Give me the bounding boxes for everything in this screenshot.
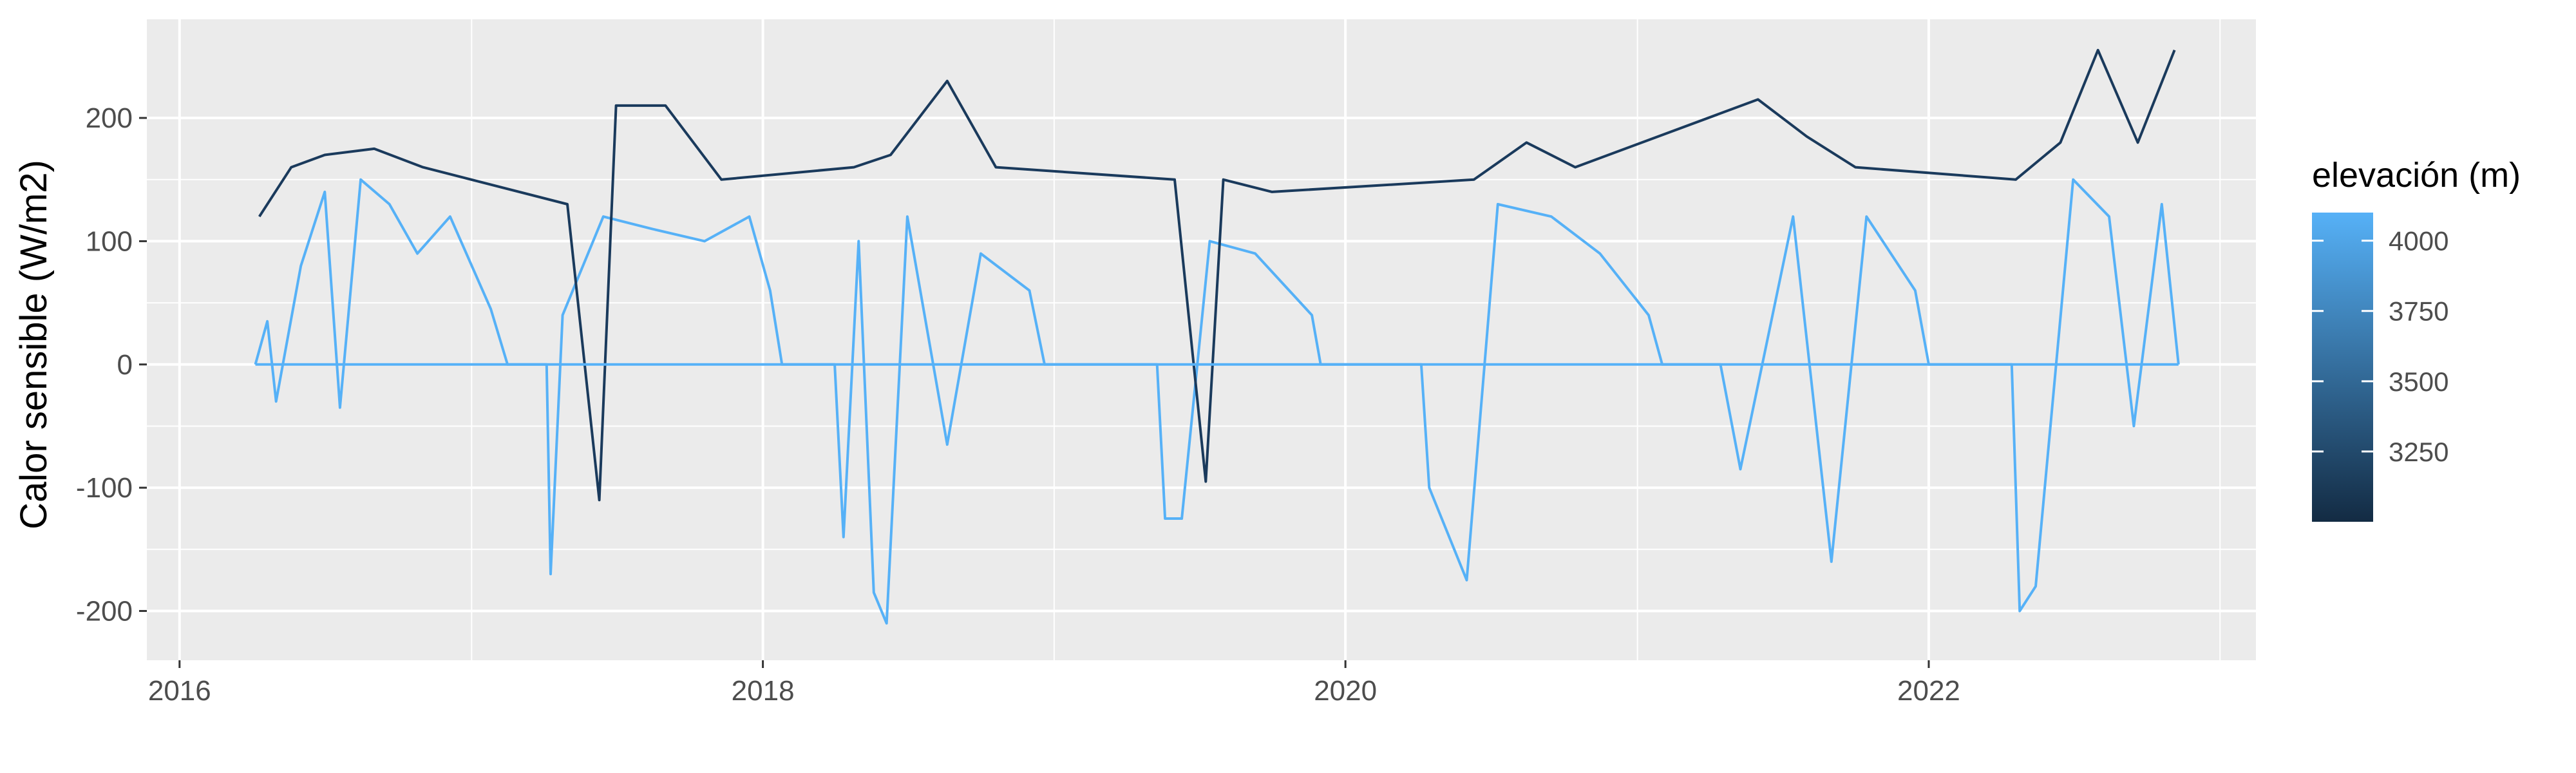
y-tick-label: -100 [76, 472, 133, 504]
y-axis-title: Calor sensible (W/m2) [13, 160, 55, 530]
series-line-1 [258, 48, 2176, 502]
legend-break-label: 3250 [2389, 437, 2448, 467]
x-tick-label: 2020 [1314, 675, 1377, 707]
y-tick-label: 100 [86, 225, 133, 257]
legend-break-label: 3750 [2389, 296, 2448, 327]
legend-title: elevación (m) [2312, 156, 2521, 195]
legend: elevación (m) 4000 3750 3500 3250 [2312, 156, 2521, 522]
y-tick-label: 0 [117, 349, 133, 381]
y-tick-label: -200 [76, 595, 133, 627]
data-layer [254, 48, 2180, 625]
legend-colorbar [2312, 213, 2373, 522]
axes: -200 -100 0 100 200 2016 2018 2020 2022 [76, 102, 1960, 707]
x-tick-label: 2018 [732, 675, 795, 707]
plot-panel [147, 19, 2256, 660]
legend-break-label: 3500 [2389, 367, 2448, 397]
x-tick-label: 2022 [1897, 675, 1960, 707]
x-tick-label: 2016 [148, 675, 211, 707]
legend-break-label: 4000 [2389, 226, 2448, 256]
y-tick-label: 200 [86, 102, 133, 134]
